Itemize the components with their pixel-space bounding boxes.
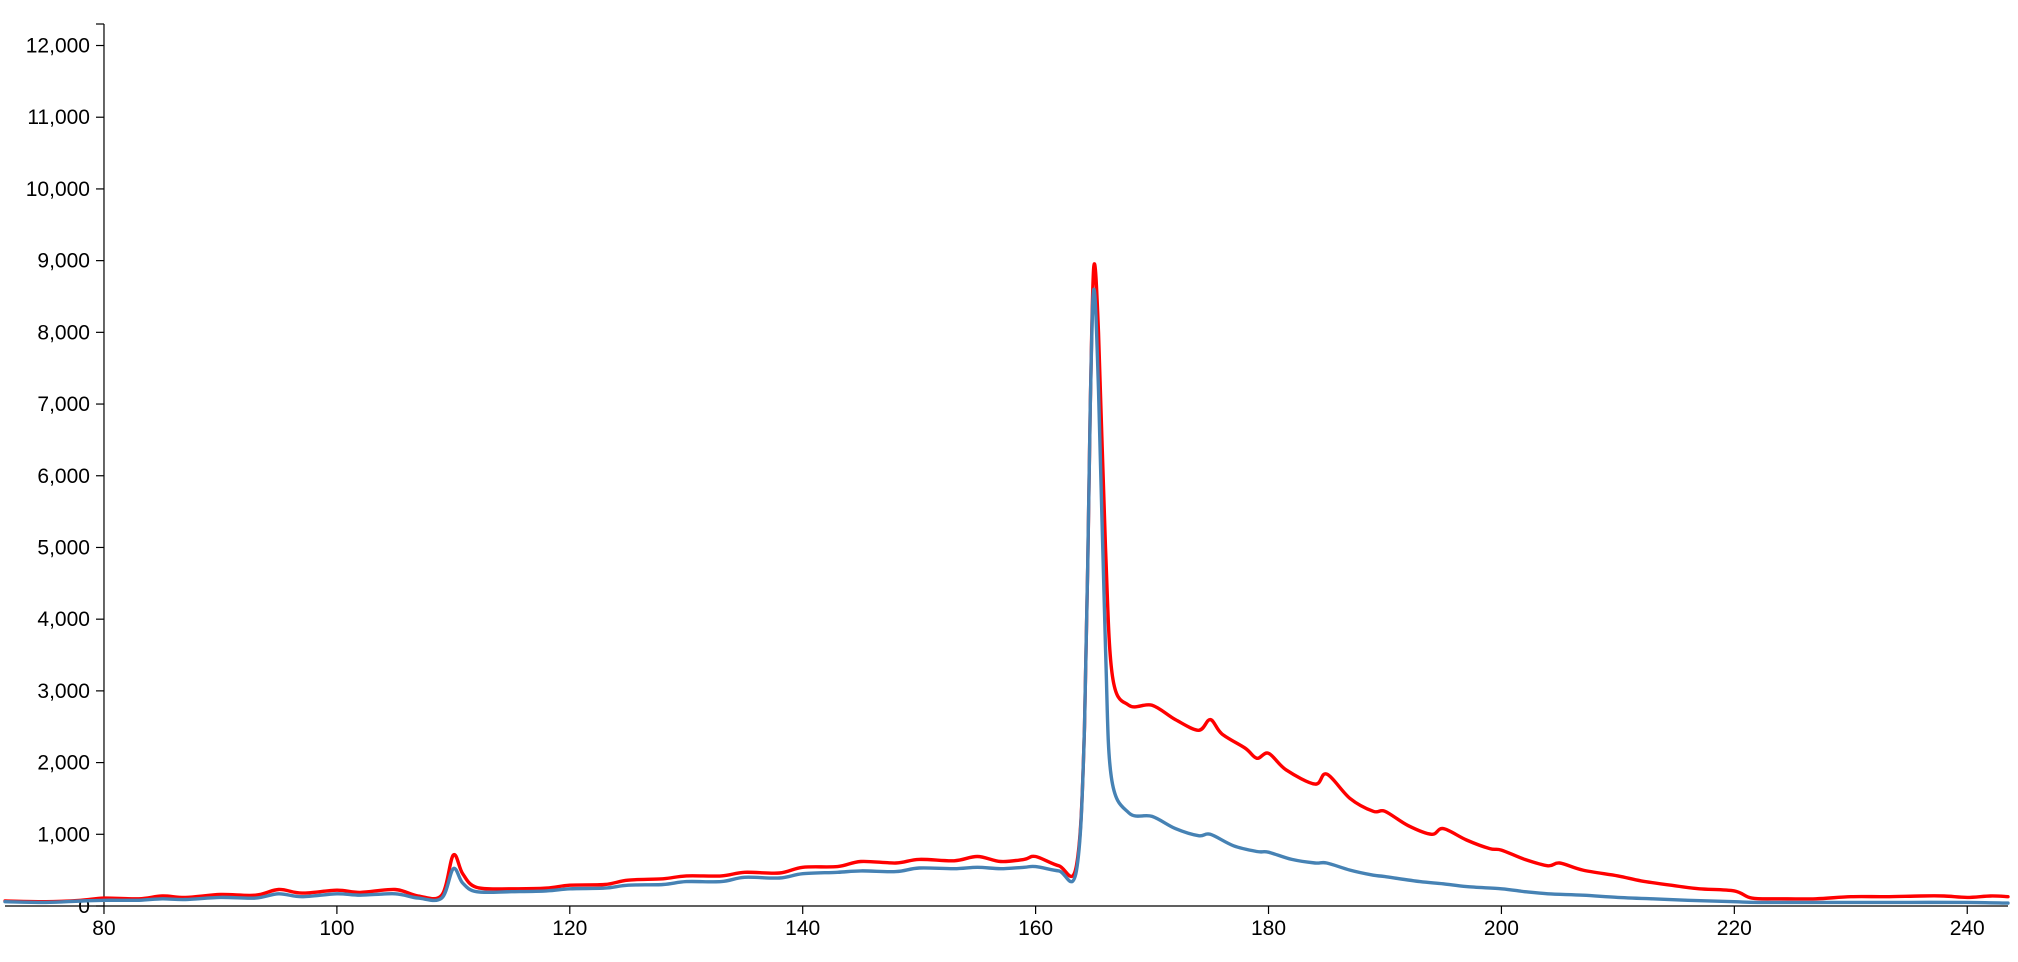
y-tick-label: 4,000 [37,608,90,631]
x-tick-label: 140 [785,917,820,940]
y-tick-label: 2,000 [37,752,90,775]
x-tick-label: 100 [319,917,354,940]
y-tick-label: 10,000 [26,178,90,201]
y-tick-label: 12,000 [26,35,90,58]
x-tick-label: 180 [1251,917,1286,940]
y-tick-label: 9,000 [37,250,90,273]
x-tick-label: 240 [1950,917,1985,940]
y-tick-label: 6,000 [37,465,90,488]
y-tick-label: 11,000 [27,106,90,129]
x-tick-label: 160 [1018,917,1053,940]
series-layer [3,262,2010,905]
series-line-blue [3,287,2010,905]
series-line-red [3,262,2010,904]
y-tick-label: 1,000 [37,823,90,846]
y-tick-label: 8,000 [37,321,90,344]
x-tick-label: 80 [92,917,115,940]
y-tick-label: 0 [78,895,90,918]
x-tick-label: 220 [1717,917,1752,940]
y-axis: 0 1,000 2,000 3,000 4,000 5,000 6,000 7,000 8,00… [26,23,105,918]
x-axis: 80 100 120 140 160 180 200 220 240 [5,905,2008,940]
y-tick-label: 7,000 [37,393,90,416]
x-tick-label: 120 [552,917,587,940]
y-tick-label: 5,000 [37,536,90,559]
y-tick-label: 3,000 [37,680,90,703]
x-tick-label: 200 [1484,917,1519,940]
